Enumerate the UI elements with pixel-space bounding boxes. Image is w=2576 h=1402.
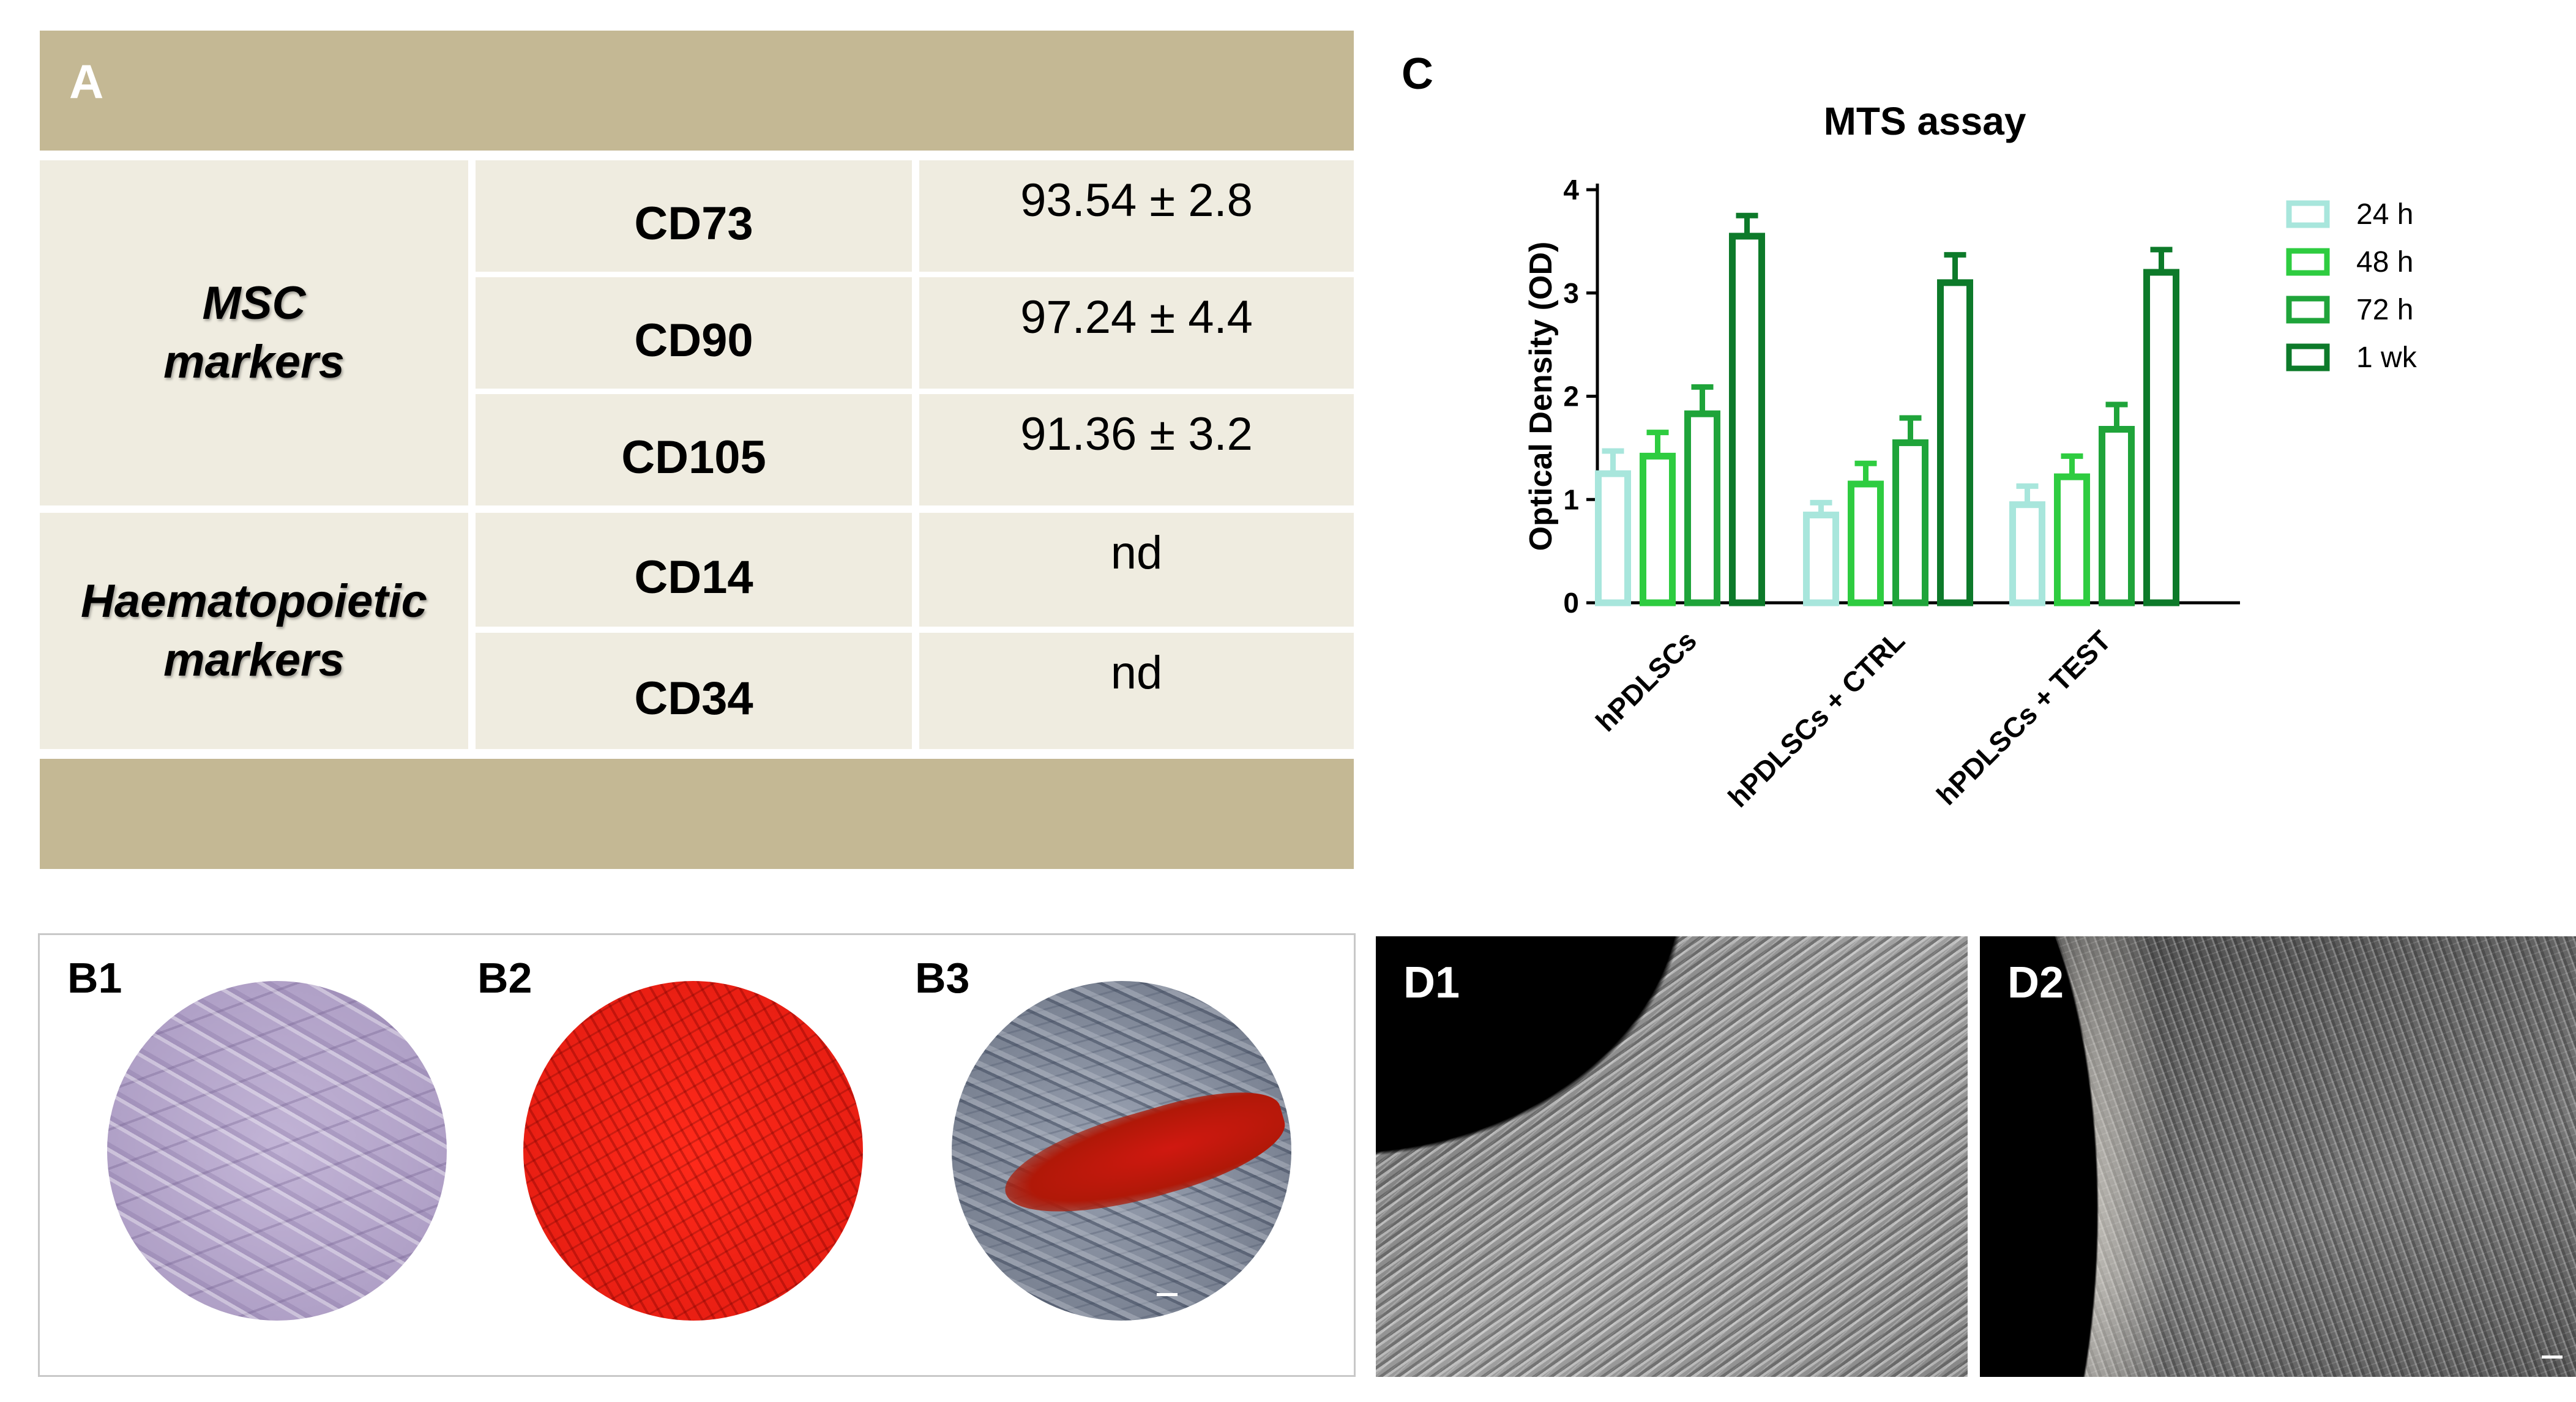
legend-swatch (2286, 248, 2330, 276)
panel-c-mts-chart: C MTS assay Optical Density (OD) 0 1 2 3 4 hPDL… (1371, 31, 2576, 887)
y-tick-label: 4 (1563, 174, 1579, 206)
table-row-marker: CD90 (476, 277, 912, 389)
legend-label: 24 h (2356, 198, 2413, 231)
y-tick-label: 2 (1563, 381, 1579, 412)
y-axis-label: Optical Density (OD) (1523, 242, 1559, 551)
b3-stain-region (994, 1074, 1291, 1237)
bar (1937, 279, 1973, 606)
legend-label: 72 h (2356, 294, 2413, 326)
d1-micrograph: D1 (1376, 936, 1968, 1377)
bar (1892, 439, 1928, 606)
group-label-line1: MSC (202, 277, 306, 329)
table-row-marker: CD105 (476, 394, 912, 505)
legend-label: 1 wk (2356, 341, 2417, 374)
table-row-value: 93.54 ± 2.8 (919, 160, 1354, 272)
group-label-line1: Haematopoietic (81, 575, 427, 627)
panel-a-marker-table: A MSC markers Haematopoietic markers CD7… (40, 31, 1354, 869)
panel-a-label: A (69, 54, 104, 108)
b3-micrograph (952, 981, 1291, 1321)
panel-b2-label: B2 (477, 954, 532, 1002)
scale-bar (2542, 1355, 2563, 1359)
chart-title: MTS assay (1824, 99, 2026, 143)
d2-micrograph: D2 (1980, 936, 2576, 1377)
x-tick-label: hPDLSCs (1589, 624, 1703, 737)
marker-table: MSC markers Haematopoietic markers CD73 … (40, 160, 1354, 749)
panel-b-staining: B1 B2 B3 (38, 933, 1356, 1377)
panel-b3-label: B3 (915, 954, 970, 1002)
bar (2054, 473, 2090, 606)
panel-d2-label: D2 (2007, 958, 2064, 1007)
bar (1595, 470, 1631, 606)
table-row-marker: CD34 (476, 633, 912, 749)
x-tick-label: hPDLSCs + TEST (1930, 624, 2117, 811)
table-row-value: nd (919, 513, 1354, 627)
bar (1848, 480, 1884, 606)
panel-c-label: C (1402, 50, 1433, 99)
bar (2143, 269, 2179, 606)
bar (2009, 501, 2045, 606)
b1-micrograph (107, 981, 447, 1321)
group-msc-markers: MSC markers (40, 160, 468, 505)
bar (1803, 512, 1839, 606)
bar (1729, 233, 1765, 606)
x-tick-label: hPDLSCs + CTRL (1722, 624, 1911, 813)
table-row-marker: CD73 (476, 160, 912, 272)
y-tick-label: 1 (1563, 483, 1579, 515)
mts-bar-chart: MTS assay Optical Density (OD) 0 1 2 3 4 hPDLSC… (1523, 99, 2417, 813)
legend-swatch (2286, 296, 2330, 324)
y-tick-label: 3 (1563, 277, 1579, 309)
panel-b1-label: B1 (67, 954, 122, 1002)
table-row-value: 97.24 ± 4.4 (919, 277, 1354, 389)
y-tick-label: 0 (1563, 587, 1579, 619)
group-haematopoietic-markers: Haematopoietic markers (40, 513, 468, 749)
group-label-line2: markers (163, 336, 345, 388)
table-row-value: 91.36 ± 3.2 (919, 394, 1354, 505)
bar (1640, 452, 1676, 606)
table-header-bar: A (40, 31, 1354, 151)
table-footer-bar (40, 759, 1354, 869)
legend-swatch (2286, 200, 2330, 228)
table-row-value: nd (919, 633, 1354, 749)
bar (2099, 426, 2135, 606)
legend-swatch (2286, 343, 2330, 371)
bar (1684, 410, 1720, 606)
legend-label: 48 h (2356, 246, 2413, 278)
table-row-marker: CD14 (476, 513, 912, 627)
b2-micrograph (523, 981, 863, 1321)
scale-bar (1157, 1293, 1178, 1296)
panel-d1-label: D1 (1403, 958, 1460, 1007)
group-label-line2: markers (163, 634, 345, 686)
